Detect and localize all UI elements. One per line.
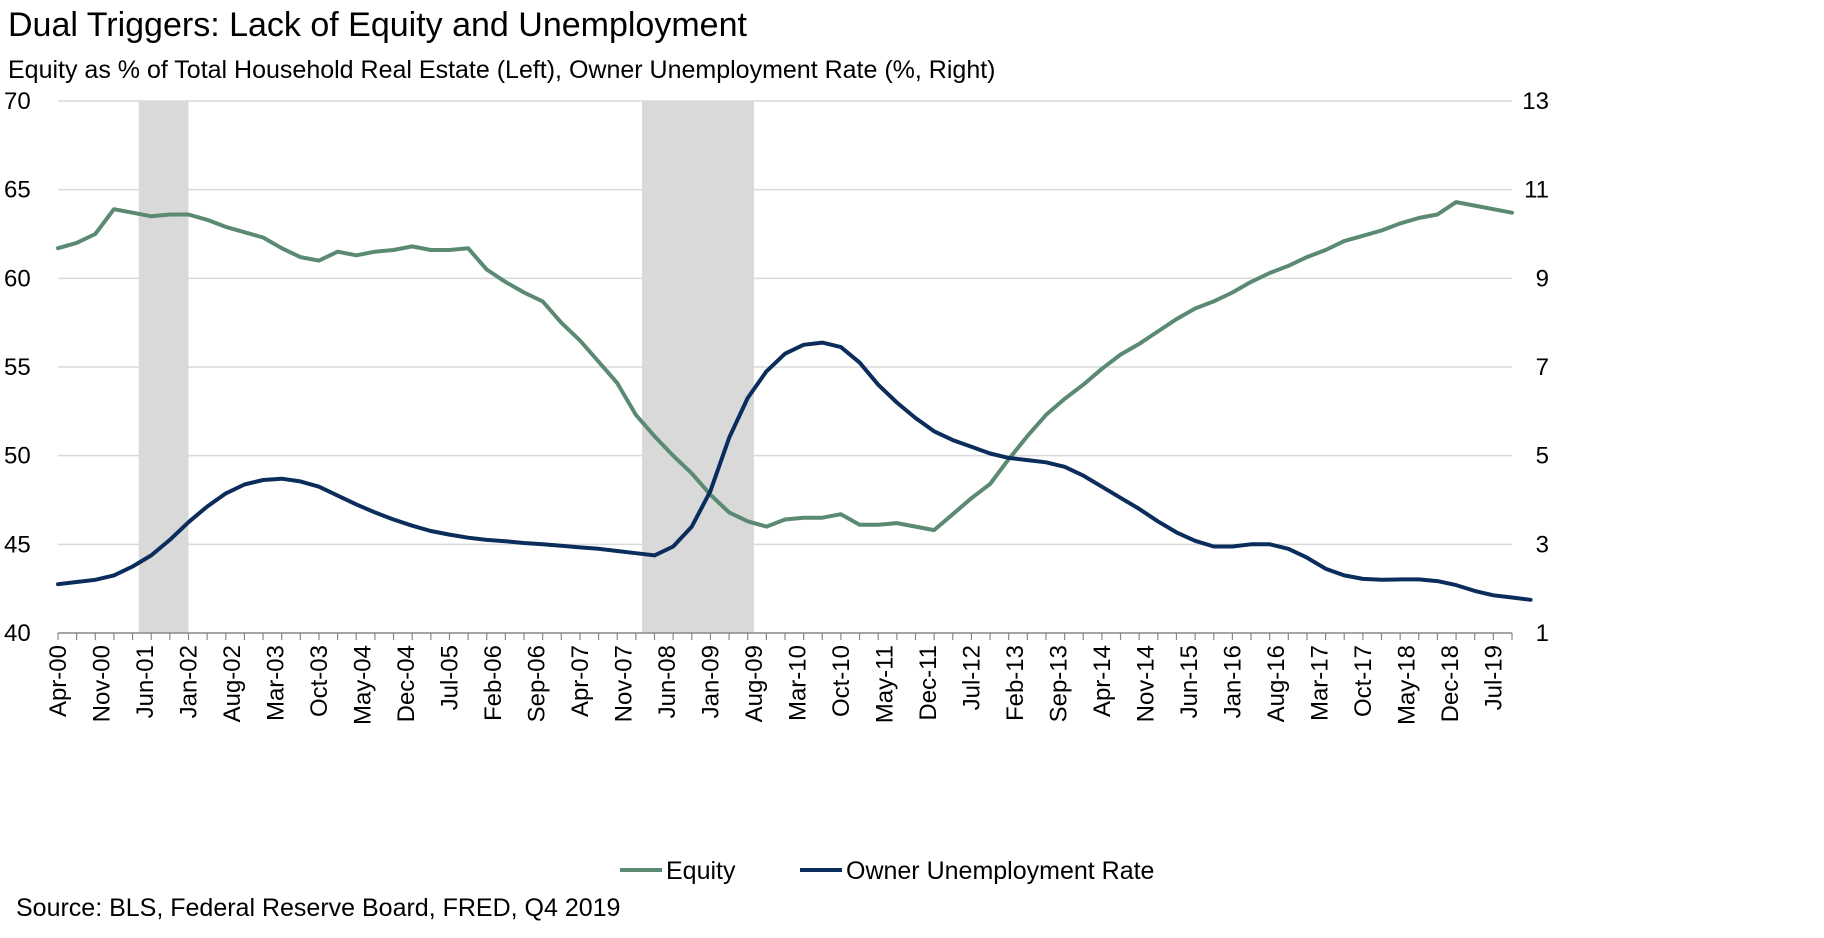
x-tick-label: Jun-15 <box>1176 645 1203 718</box>
x-tick-label: Dec-18 <box>1437 645 1464 722</box>
x-tick-label: Aug-16 <box>1263 645 1290 722</box>
legend-label: Owner Unemployment Rate <box>846 857 1154 885</box>
legend-item-equity: Equity <box>620 857 736 885</box>
x-tick-label: Apr-14 <box>1089 645 1116 717</box>
x-tick-label: Jan-02 <box>176 645 203 718</box>
y-left-tick-label: 60 <box>4 265 31 292</box>
x-tick-label: Nov-00 <box>89 645 116 722</box>
y-left-tick-label: 50 <box>4 443 31 470</box>
x-tick-label: May-11 <box>871 645 898 723</box>
y-right-tick-label: 7 <box>1536 354 1549 381</box>
x-tick-label: Aug-09 <box>741 645 768 722</box>
x-tick-label: Oct-17 <box>1350 645 1377 717</box>
x-tick-label: Mar-17 <box>1306 645 1333 721</box>
x-tick-label: Aug-02 <box>219 645 246 722</box>
x-tick-label: Apr-00 <box>45 645 72 717</box>
y-right-tick-label: 5 <box>1536 443 1549 470</box>
y-right-tick-label: 13 <box>1522 88 1549 115</box>
x-tick-label: Jun-08 <box>654 645 681 718</box>
series-lines <box>56 200 1533 602</box>
y-right-tick-label: 1 <box>1536 620 1549 647</box>
x-tick-label: May-04 <box>350 645 377 725</box>
x-tick-label: Jan-16 <box>1219 645 1246 718</box>
x-tick-label: Feb-06 <box>480 645 507 721</box>
y-left-tick-label: 55 <box>4 354 31 381</box>
x-tick-label: Jun-01 <box>132 645 159 718</box>
x-tick-label: Jan-09 <box>697 645 724 718</box>
x-tick-label: Mar-10 <box>784 645 811 721</box>
y-left-tick-label: 45 <box>4 531 31 558</box>
legend: Equity Owner Unemployment Rate <box>620 857 1154 885</box>
y-right-tick-label: 9 <box>1536 265 1549 292</box>
x-axis: Apr-00 Nov-00 Jun-01 Jan-02 Aug-02 Mar-03 Oct-… <box>45 632 1513 725</box>
x-tick-label: Feb-13 <box>1002 645 1029 721</box>
x-tick-label: Nov-14 <box>1132 645 1159 722</box>
y-right-tick-label: 3 <box>1536 531 1549 558</box>
x-tick-label: Mar-03 <box>263 645 290 721</box>
x-tick-label: Dec-11 <box>915 645 942 721</box>
chart-subtitle: Equity as % of Total Household Real Esta… <box>8 56 996 84</box>
series-line-equity <box>56 200 1514 533</box>
x-tick-label: Jul-19 <box>1480 645 1507 710</box>
x-tick-label: Oct-10 <box>828 645 855 717</box>
x-tick-label: Jul-05 <box>437 645 464 710</box>
x-tick-label: Nov-07 <box>610 645 637 722</box>
series-line-owner-unemployment-rate <box>56 340 1533 602</box>
legend-item-owner-unemployment-rate: Owner Unemployment Rate <box>800 857 1154 885</box>
x-tick-label: Sep-06 <box>524 645 551 722</box>
x-tick-label: Jul-12 <box>958 645 985 710</box>
y-left-tick-label: 70 <box>4 88 31 115</box>
legend-label: Equity <box>666 857 736 885</box>
x-tick-label: May-18 <box>1393 645 1420 725</box>
x-tick-label: Sep-13 <box>1045 645 1072 722</box>
x-tick-label: Dec-04 <box>393 645 420 722</box>
y-axis-left: 40 45 50 55 60 65 70 <box>4 88 31 647</box>
y-left-tick-label: 40 <box>4 620 31 647</box>
chart-title: Dual Triggers: Lack of Equity and Unempl… <box>8 6 747 44</box>
x-tick-label: Oct-03 <box>306 645 333 717</box>
source-note: Source: BLS, Federal Reserve Board, FRED… <box>16 894 621 922</box>
y-right-tick-label: 11 <box>1524 177 1549 204</box>
x-tick-label: Apr-07 <box>567 645 594 717</box>
y-left-tick-label: 65 <box>4 177 31 204</box>
